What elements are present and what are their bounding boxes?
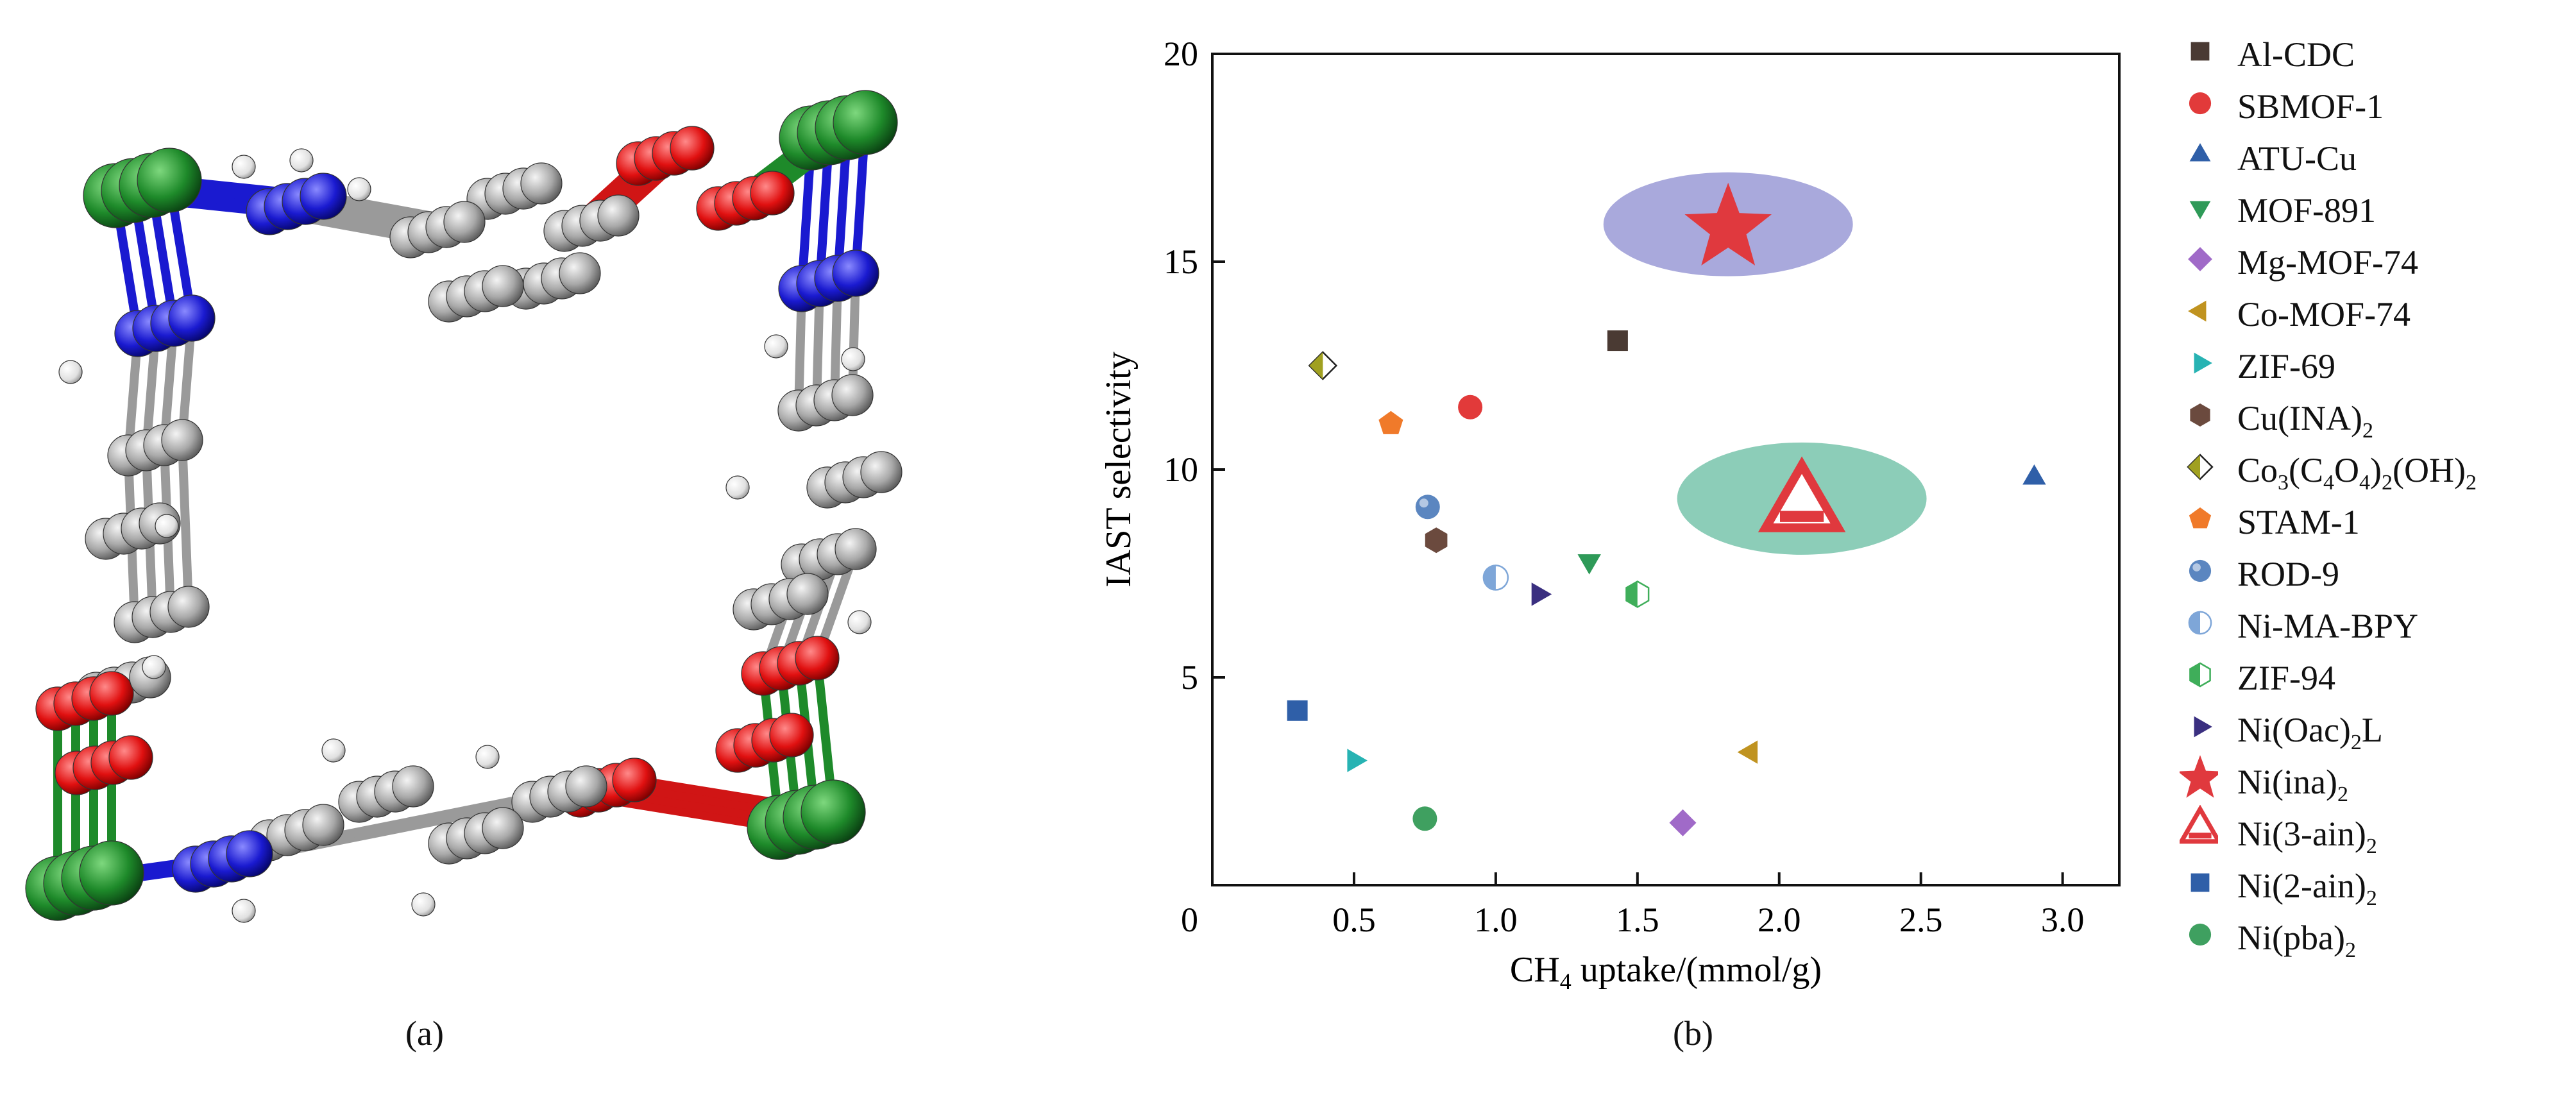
data-point-mg-mof-74: [1669, 809, 1697, 836]
x-tick-label: 1.0: [1474, 901, 1518, 939]
legend-item-zif-69: ZIF-69: [2180, 337, 2564, 389]
y-tick-label: 10: [1164, 450, 1198, 489]
x-tick-label: 3.0: [2041, 901, 2085, 939]
panel-a-label: (a): [405, 1014, 444, 1053]
legend-marker-ni-2-ain-2: [2190, 873, 2210, 892]
legend-marker-al-cdc: [2190, 42, 2210, 61]
data-point-co3-c4o4-2-oh-2: [1308, 351, 1338, 380]
legend-item-ni-2-ain-2: Ni(2-ain)2: [2180, 857, 2564, 910]
legend-marker-cu-ina-2: [2190, 403, 2210, 427]
legend-label: Co3(C4O4)2(OH)2: [2237, 451, 2477, 495]
y-tick-label: 20: [1164, 35, 1198, 73]
legend-label: ZIF-69: [2237, 347, 2335, 386]
data-point-ni-pba-2: [1412, 806, 1437, 831]
legend-item-mof-891: MOF-891: [2180, 182, 2564, 233]
x-tick-label: 0.5: [1332, 901, 1376, 939]
legend-label: MOF-891: [2237, 191, 2377, 230]
legend-item-sbmof-1: SBMOF-1: [2180, 78, 2564, 129]
data-point-ni-2-ain-2: [1287, 700, 1308, 721]
legend-marker-ni-3-ain-2: [2180, 805, 2218, 844]
legend-marker-ni-ina-2: [2180, 755, 2218, 798]
legend-item-rod-9: ROD-9: [2180, 545, 2564, 597]
legend-marker-co-mof-74: [2188, 300, 2207, 322]
data-point-mof-891: [1577, 554, 1601, 575]
legend-label: Co-MOF-74: [2237, 295, 2411, 334]
scatter-chart: 5 10 15 20 0 0.5 1.0 1.5 2.0 2.5 3.0 IAST selectiv…: [1099, 35, 2121, 994]
y-tick-label: 5: [1181, 658, 1198, 697]
data-point-sbmof-1: [1458, 394, 1483, 419]
data-point-stam-1: [1378, 411, 1403, 434]
legend-label: Ni(pba)2: [2237, 919, 2356, 962]
data-point-co-mof-74: [1737, 740, 1758, 764]
molecular-structure-image: [25, 90, 902, 923]
legend-label: Ni(3-ain)2: [2237, 815, 2377, 858]
legend-item-stam-1: STAM-1: [2180, 493, 2564, 545]
legend-label: Ni(2-ain)2: [2237, 867, 2377, 910]
panel-b-label: (b): [1673, 1014, 1713, 1053]
legend-marker-atu-cu: [2189, 143, 2211, 162]
legend-marker-zif-69: [2194, 352, 2212, 374]
legend-label: Mg-MOF-74: [2237, 243, 2419, 282]
legend-label: ATU-Cu: [2237, 139, 2357, 178]
legend-marker-mof-891: [2189, 201, 2211, 219]
legend-label: SBMOF-1: [2237, 87, 2384, 126]
y-axis-label: IAST selectivity: [1099, 352, 1139, 588]
legend-item-al-cdc: Al-CDC: [2180, 26, 2564, 77]
legend-marker-sbmof-1: [2189, 92, 2212, 115]
x-tick-label: 2.5: [1899, 901, 1943, 939]
legend-label: Ni-MA-BPY: [2237, 607, 2419, 645]
x-tick-label: 2.0: [1758, 901, 1801, 939]
legend-marker-co3-c4o4-2-oh-2: [2187, 453, 2214, 480]
legend-label: STAM-1: [2237, 503, 2360, 541]
x-tick-label: 1.5: [1616, 901, 1659, 939]
legend-item-ni-pba-2: Ni(pba)2: [2180, 909, 2564, 962]
data-point-ni-ina-2: [1684, 182, 1772, 266]
data-point-ni-oac-2l: [1531, 582, 1552, 606]
x-axis-label: CH4 uptake/(mmol/g): [1510, 950, 1822, 994]
legend-item-co3-c4o4-2-oh-2: Co3(C4O4)2(OH)2: [2180, 441, 2564, 495]
legend-item-mg-mof-74: Mg-MOF-74: [2180, 233, 2564, 285]
data-point-rod-9: [1415, 495, 1440, 520]
legend-item-ni-ma-bpy: Ni-MA-BPY: [2180, 597, 2564, 648]
data-point-cu-ina-2: [1425, 527, 1448, 554]
legend-item-ni-ina-2: Ni(ina)2: [2180, 753, 2564, 806]
legend-marker-ni-ma-bpy: [2188, 611, 2212, 635]
legend-label: Ni(ina)2: [2237, 763, 2348, 806]
legend-marker-mg-mof-74: [2188, 247, 2212, 271]
legend-item-atu-cu: ATU-Cu: [2180, 130, 2564, 181]
data-point-zif-94: [1625, 580, 1650, 608]
legend-label: Al-CDC: [2237, 35, 2355, 74]
legend-item-zif-94: ZIF-94: [2180, 649, 2564, 700]
legend-item-ni-oac-2l: Ni(Oac)2L: [2180, 701, 2564, 754]
legend-marker-ni-oac-2l: [2194, 716, 2212, 738]
y-tick-label: 15: [1164, 242, 1198, 281]
data-point-atu-cu: [2022, 464, 2046, 485]
data-point-ni-3-ain-2: [1758, 456, 1846, 532]
data-point-al-cdc: [1607, 330, 1628, 352]
origin-label: 0: [1181, 901, 1198, 939]
legend-marker-ni-pba-2: [2189, 923, 2212, 946]
legend-item-co-mof-74: Co-MOF-74: [2180, 285, 2564, 337]
legend-marker-stam-1: [2189, 507, 2212, 529]
legend-item-cu-ina-2: Cu(INA)2: [2180, 389, 2564, 443]
legend-item-ni-3-ain-2: Ni(3-ain)2: [2180, 805, 2564, 858]
data-point-ni-ma-bpy: [1482, 564, 1509, 591]
legend-label: Cu(INA)2: [2237, 399, 2373, 443]
legend-marker-rod-9: [2189, 559, 2212, 582]
data-point-zif-69: [1347, 749, 1368, 772]
legend-label: Ni(Oac)2L: [2237, 711, 2383, 754]
legend-label: ZIF-94: [2237, 659, 2335, 697]
legend-label: ROD-9: [2237, 555, 2339, 593]
legend-marker-zif-94: [2189, 662, 2211, 688]
